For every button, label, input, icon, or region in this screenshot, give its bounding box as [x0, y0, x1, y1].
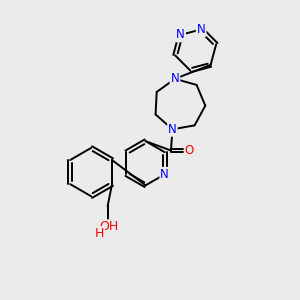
Text: H: H	[95, 227, 104, 240]
Text: N: N	[197, 23, 206, 36]
Text: N: N	[168, 123, 177, 136]
Text: OH: OH	[100, 220, 119, 233]
Text: O: O	[184, 144, 194, 157]
Text: N: N	[171, 72, 179, 85]
Text: N: N	[176, 28, 185, 41]
Text: N: N	[160, 168, 169, 181]
